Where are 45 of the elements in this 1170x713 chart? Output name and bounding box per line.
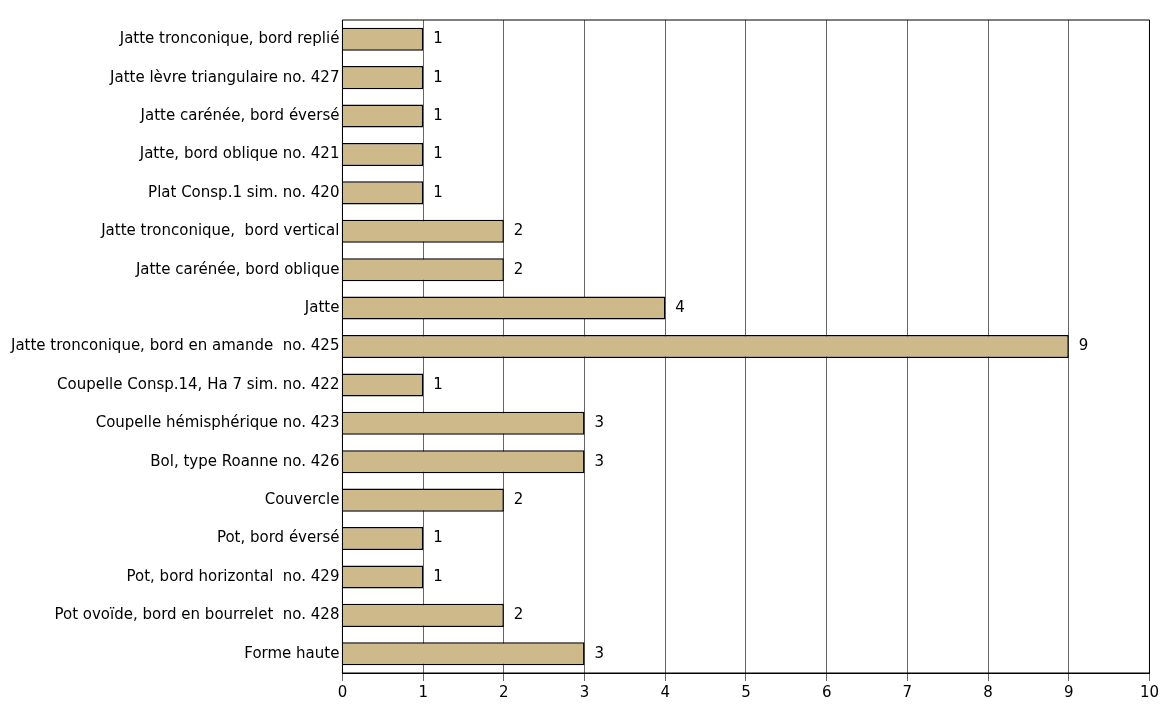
- data-label: 3: [594, 643, 605, 662]
- y-tick-label: Plat Consp.1 sim. no. 420: [148, 182, 340, 201]
- x-tick-label: 0: [337, 682, 348, 701]
- x-tick-label: 6: [821, 682, 832, 701]
- y-tick-label: Pot, bord éversé: [216, 528, 340, 547]
- y-tick-label: Jatte tronconique, bord vertical: [100, 221, 340, 240]
- x-tick-label: 2: [499, 682, 509, 701]
- y-tick-label: Jatte carénée, bord éversé: [139, 105, 340, 124]
- y-tick-label: Bol, type Roanne no. 426: [150, 451, 340, 470]
- x-tick-label: 7: [902, 682, 913, 701]
- data-label: 9: [1078, 336, 1089, 355]
- x-tick-label: 5: [741, 682, 751, 701]
- x-tick-label: 10: [1139, 682, 1159, 701]
- y-tick-label: Pot ovoïde, bord en bourrelet no. 428: [54, 605, 340, 624]
- x-tick-label: 8: [983, 682, 993, 701]
- y-tick-label: Jatte: [303, 297, 340, 316]
- x-tick-label: 4: [660, 682, 671, 701]
- y-tick-label: Jatte tronconique, bord replié: [118, 29, 340, 48]
- y-tick-label: Jatte carénée, bord oblique: [134, 259, 340, 278]
- data-label: 4: [675, 297, 685, 316]
- data-label: 1: [433, 105, 443, 124]
- data-label: 1: [433, 182, 443, 201]
- data-label: 1: [433, 144, 443, 163]
- data-label: 3: [594, 413, 605, 432]
- data-label: 2: [513, 605, 524, 624]
- data-label: 2: [513, 259, 524, 278]
- y-tick-label: Jatte tronconique, bord en amande no. 425: [9, 336, 340, 355]
- x-tick-label: 1: [418, 682, 428, 701]
- data-label: 2: [513, 221, 524, 240]
- y-tick-label: Coupelle hémisphérique no. 423: [95, 413, 340, 432]
- data-label: 3: [594, 451, 605, 470]
- data-label: 1: [433, 528, 443, 547]
- data-label: 1: [433, 566, 443, 585]
- y-tick-label: Coupelle Consp.14, Ha 7 sim. no. 422: [57, 374, 340, 393]
- data-label: 1: [433, 374, 443, 393]
- y-tick-label: Jatte, bord oblique no. 421: [138, 144, 340, 163]
- x-tick-label: 9: [1063, 682, 1074, 701]
- data-label: 2: [513, 490, 524, 509]
- y-tick-label: Forme haute: [244, 643, 340, 662]
- y-tick-label: Pot, bord horizontal no. 429: [126, 566, 340, 585]
- y-tick-label: Jatte lèvre triangulaire no. 427: [109, 67, 340, 86]
- x-tick-label: 3: [579, 682, 590, 701]
- y-tick-label: Couvercle: [264, 490, 340, 509]
- data-label: 1: [433, 67, 443, 86]
- data-label: 1: [433, 29, 443, 48]
